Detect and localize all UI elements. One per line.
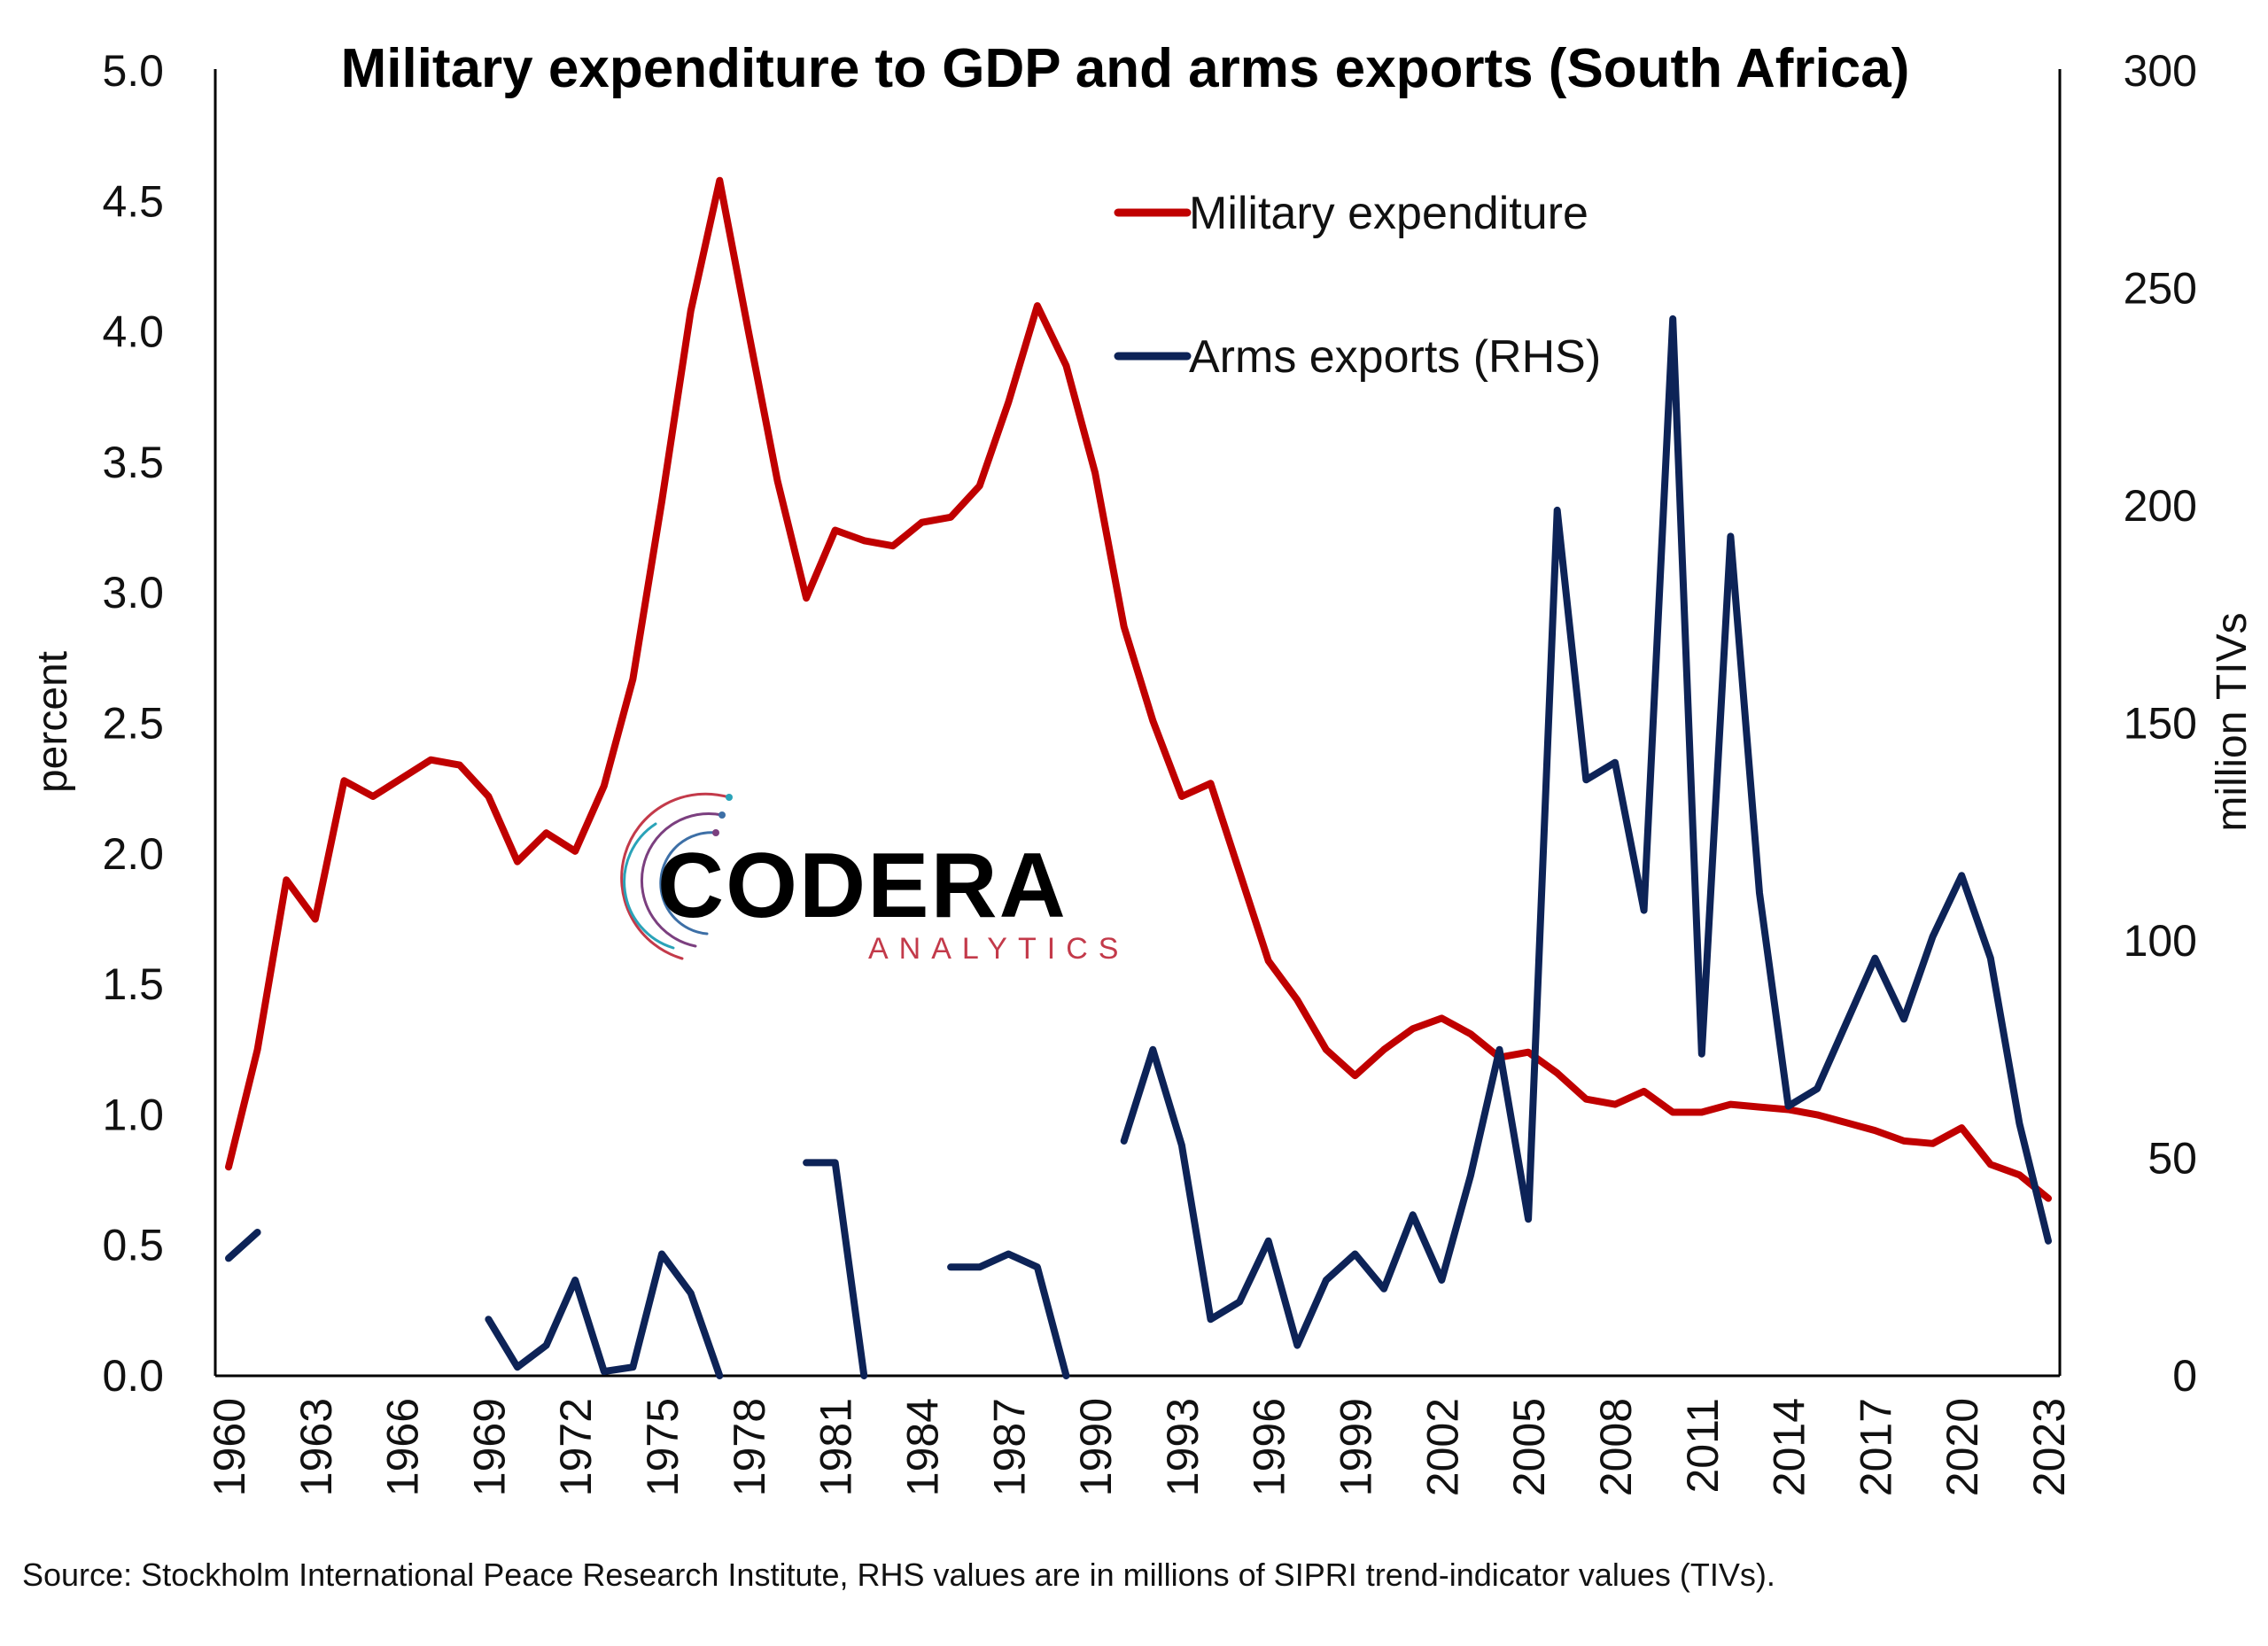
logo-wordmark: CODERA xyxy=(657,835,1068,937)
y-tick-label: 1.0 xyxy=(102,1090,164,1139)
y2-tick-label: 250 xyxy=(2124,264,2197,314)
y2-tick-label: 200 xyxy=(2124,481,2197,531)
x-tick-label: 1960 xyxy=(205,1398,254,1496)
x-tick-label: 1999 xyxy=(1332,1398,1381,1496)
x-tick-label: 2011 xyxy=(1678,1398,1728,1494)
y-tick-label: 0.0 xyxy=(102,1351,164,1401)
x-tick-label: 2014 xyxy=(1765,1398,1814,1496)
y-tick-label: 2.5 xyxy=(102,699,164,749)
series-line-segment xyxy=(1120,314,2052,1349)
y2-axis-title: million TIVs xyxy=(2209,612,2256,831)
series-layer xyxy=(225,176,2052,1379)
series-line-segment xyxy=(947,1250,1070,1379)
x-tick-label: 1966 xyxy=(378,1398,428,1496)
x-tick-label: 2005 xyxy=(1504,1398,1554,1496)
y-tick-label: 4.0 xyxy=(102,307,164,357)
legend-label-military-expenditure: Military expenditure xyxy=(1189,188,1588,239)
x-tick-label: 1969 xyxy=(464,1398,514,1496)
y2-tick-label: 300 xyxy=(2124,46,2197,96)
source-note: Source: Stockholm International Peace Re… xyxy=(22,1557,1775,1593)
x-axis-ticks: 1960 1963 1966 1969 1972 1975 1978 1981 1984 1987… xyxy=(205,1398,2074,1496)
x-tick-label: 1996 xyxy=(1245,1398,1294,1496)
x-tick-label: 1987 xyxy=(984,1398,1034,1496)
y2-tick-label: 150 xyxy=(2124,699,2197,749)
y-tick-label: 3.0 xyxy=(102,568,164,617)
x-tick-label: 1984 xyxy=(897,1398,947,1496)
legend-label-arms-exports: Arms exports (RHS) xyxy=(1189,331,1601,383)
y2-tick-label: 100 xyxy=(2124,916,2197,966)
x-tick-label: 2017 xyxy=(1851,1398,1900,1496)
x-tick-label: 2002 xyxy=(1418,1398,1467,1496)
y2-tick-label: 0 xyxy=(2172,1351,2197,1401)
chart-title: Military expenditure to GDP and arms exp… xyxy=(341,38,1910,99)
x-tick-label: 1975 xyxy=(638,1398,687,1496)
x-tick-label: 2008 xyxy=(1591,1398,1641,1496)
series-line-segment xyxy=(225,1229,261,1262)
logo-subtitle: ANALYTICS xyxy=(868,932,1129,966)
series-arms-exports xyxy=(225,314,2052,1379)
series-line-segment xyxy=(803,1159,868,1379)
y-tick-label: 0.5 xyxy=(102,1221,164,1270)
x-tick-label: 1990 xyxy=(1071,1398,1121,1496)
y2-axis-ticks: 0 50 100 150 200 250 300 xyxy=(2124,46,2197,1401)
series-military-expenditure xyxy=(225,176,2052,1202)
legend: Military expenditure Arms exports (RHS) xyxy=(1114,188,1601,383)
x-tick-label: 1993 xyxy=(1158,1398,1208,1496)
y2-tick-label: 50 xyxy=(2148,1134,2197,1184)
x-tick-label: 2023 xyxy=(2024,1398,2074,1496)
x-tick-label: 1972 xyxy=(551,1398,601,1496)
y-axis-ticks: 0.0 0.5 1.0 1.5 2.0 2.5 3.0 3.5 4.0 4.5 5.0 xyxy=(102,46,164,1401)
y-tick-label: 5.0 xyxy=(102,46,164,96)
series-line-segment xyxy=(225,176,2052,1202)
x-tick-label: 1981 xyxy=(812,1398,861,1496)
y-axis-title: percent xyxy=(29,651,76,793)
x-tick-label: 1963 xyxy=(291,1398,341,1496)
x-tick-label: 2020 xyxy=(1938,1398,1987,1496)
codera-logo: CODERA ANALYTICS xyxy=(620,792,1129,966)
y-tick-label: 1.5 xyxy=(102,959,164,1009)
logo-arc-mark xyxy=(620,792,733,960)
x-tick-label: 1978 xyxy=(725,1398,774,1496)
y-tick-label: 3.5 xyxy=(102,438,164,487)
series-line-segment xyxy=(485,1250,724,1379)
y-tick-label: 2.0 xyxy=(102,829,164,879)
y-tick-label: 4.5 xyxy=(102,176,164,226)
